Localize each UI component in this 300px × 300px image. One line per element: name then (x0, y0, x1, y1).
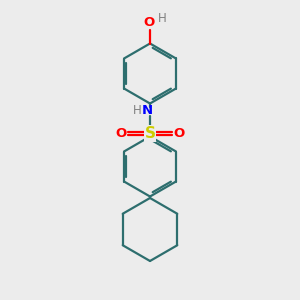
Text: O: O (174, 127, 185, 140)
Text: O: O (143, 16, 154, 29)
Text: O: O (115, 127, 126, 140)
Text: H: H (133, 104, 142, 118)
Text: N: N (141, 104, 153, 118)
Text: H: H (158, 12, 167, 25)
Text: S: S (145, 126, 155, 141)
